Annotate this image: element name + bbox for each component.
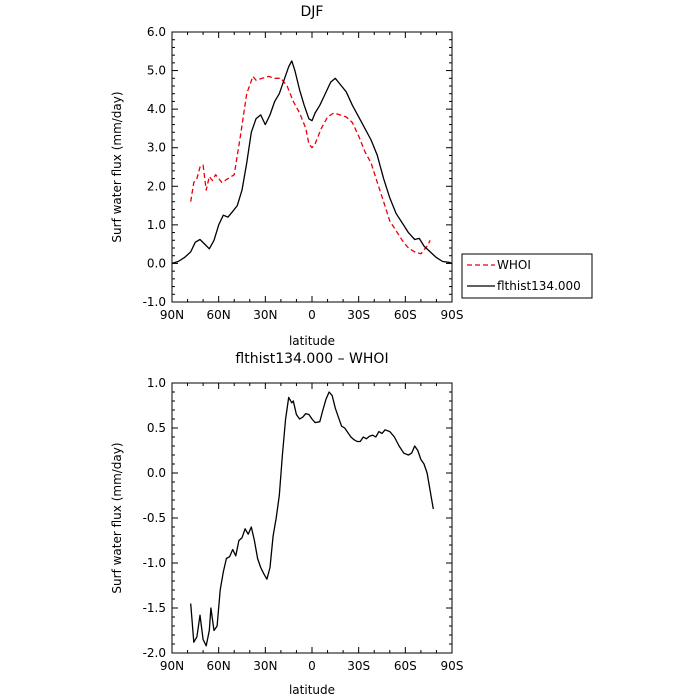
bottom-y-axis-label: Surf water flux (mm/day) xyxy=(110,442,124,593)
top-x-tick-label: 90N xyxy=(160,308,184,322)
bottom-x-tick-label: 30S xyxy=(347,659,370,673)
top-chart-title: DJF xyxy=(301,4,324,20)
top-series-lines xyxy=(171,60,453,265)
top-x-tick-label: 90S xyxy=(441,308,464,322)
bottom-x-tick-label: 30N xyxy=(253,659,277,673)
bottom-x-tick-label: 0 xyxy=(308,659,316,673)
bottom-y-tick-label: -1.0 xyxy=(143,556,166,570)
top-x-tick-label: 0 xyxy=(308,308,316,322)
top-x-tick-label: 60N xyxy=(207,308,231,322)
bottom-x-tick-label: 60N xyxy=(207,659,231,673)
top-x-axis-label: latitude xyxy=(289,334,335,348)
bottom-y-tick-label: 0.5 xyxy=(147,421,166,435)
top-x-ticks: 90N 60N 30N 0 30S 60S 90S xyxy=(160,32,464,322)
bottom-series-line-0 xyxy=(190,391,434,647)
top-plot-frame xyxy=(171,31,453,303)
top-y-tick-label: 5.0 xyxy=(147,64,166,78)
bottom-y-tick-label: -2.0 xyxy=(143,646,166,660)
top-panel: DJF -1.0 0.0 1.0 2.0 3.0 4.0 5.0 6.0 90N 60N 30N 0… xyxy=(110,4,463,348)
top-series-line-flthist134-000 xyxy=(171,60,453,265)
top-y-tick-label: 2.0 xyxy=(147,179,166,193)
bottom-x-tick-label: 60S xyxy=(394,659,417,673)
top-y-tick-label: -1.0 xyxy=(143,295,166,309)
bottom-x-tick-label: 90N xyxy=(160,659,184,673)
top-y-tick-label: 4.0 xyxy=(147,102,166,116)
top-y-tick-label: 6.0 xyxy=(147,25,166,39)
bottom-y-tick-label: -0.5 xyxy=(143,511,166,525)
legend: WHOI flthist134.000 xyxy=(461,253,593,299)
legend-label-whoi: WHOI xyxy=(497,258,531,272)
bottom-x-ticks: 90N 60N 30N 0 30S 60S 90S xyxy=(160,383,464,673)
top-y-tick-label: 0.0 xyxy=(147,256,166,270)
bottom-x-axis-label: latitude xyxy=(289,683,335,697)
top-x-tick-label: 30S xyxy=(347,308,370,322)
legend-box xyxy=(461,253,593,299)
bottom-y-tick-label: 1.0 xyxy=(147,376,166,390)
top-y-tick-label: 3.0 xyxy=(147,141,166,155)
top-series-line-whoi xyxy=(190,75,431,255)
bottom-y-ticks: -2.0 -1.5 -1.0 -0.5 0.0 0.5 1.0 xyxy=(143,376,452,660)
top-y-ticks: -1.0 0.0 1.0 2.0 3.0 4.0 5.0 6.0 xyxy=(143,25,452,309)
top-y-tick-label: 1.0 xyxy=(147,218,166,232)
bottom-chart-title: flthist134.000 – WHOI xyxy=(235,351,388,367)
bottom-series-lines xyxy=(190,391,434,647)
bottom-x-tick-label: 90S xyxy=(441,659,464,673)
legend-label-flthist: flthist134.000 xyxy=(497,279,581,293)
top-y-axis-label: Surf water flux (mm/day) xyxy=(110,91,124,242)
bottom-plot-frame xyxy=(171,382,453,654)
bottom-y-tick-label: -1.5 xyxy=(143,601,166,615)
bottom-panel: flthist134.000 – WHOI -2.0 -1.5 -1.0 -0.5 0.… xyxy=(110,351,463,697)
bottom-y-tick-label: 0.0 xyxy=(147,466,166,480)
top-x-tick-label: 60S xyxy=(394,308,417,322)
top-x-tick-label: 30N xyxy=(253,308,277,322)
